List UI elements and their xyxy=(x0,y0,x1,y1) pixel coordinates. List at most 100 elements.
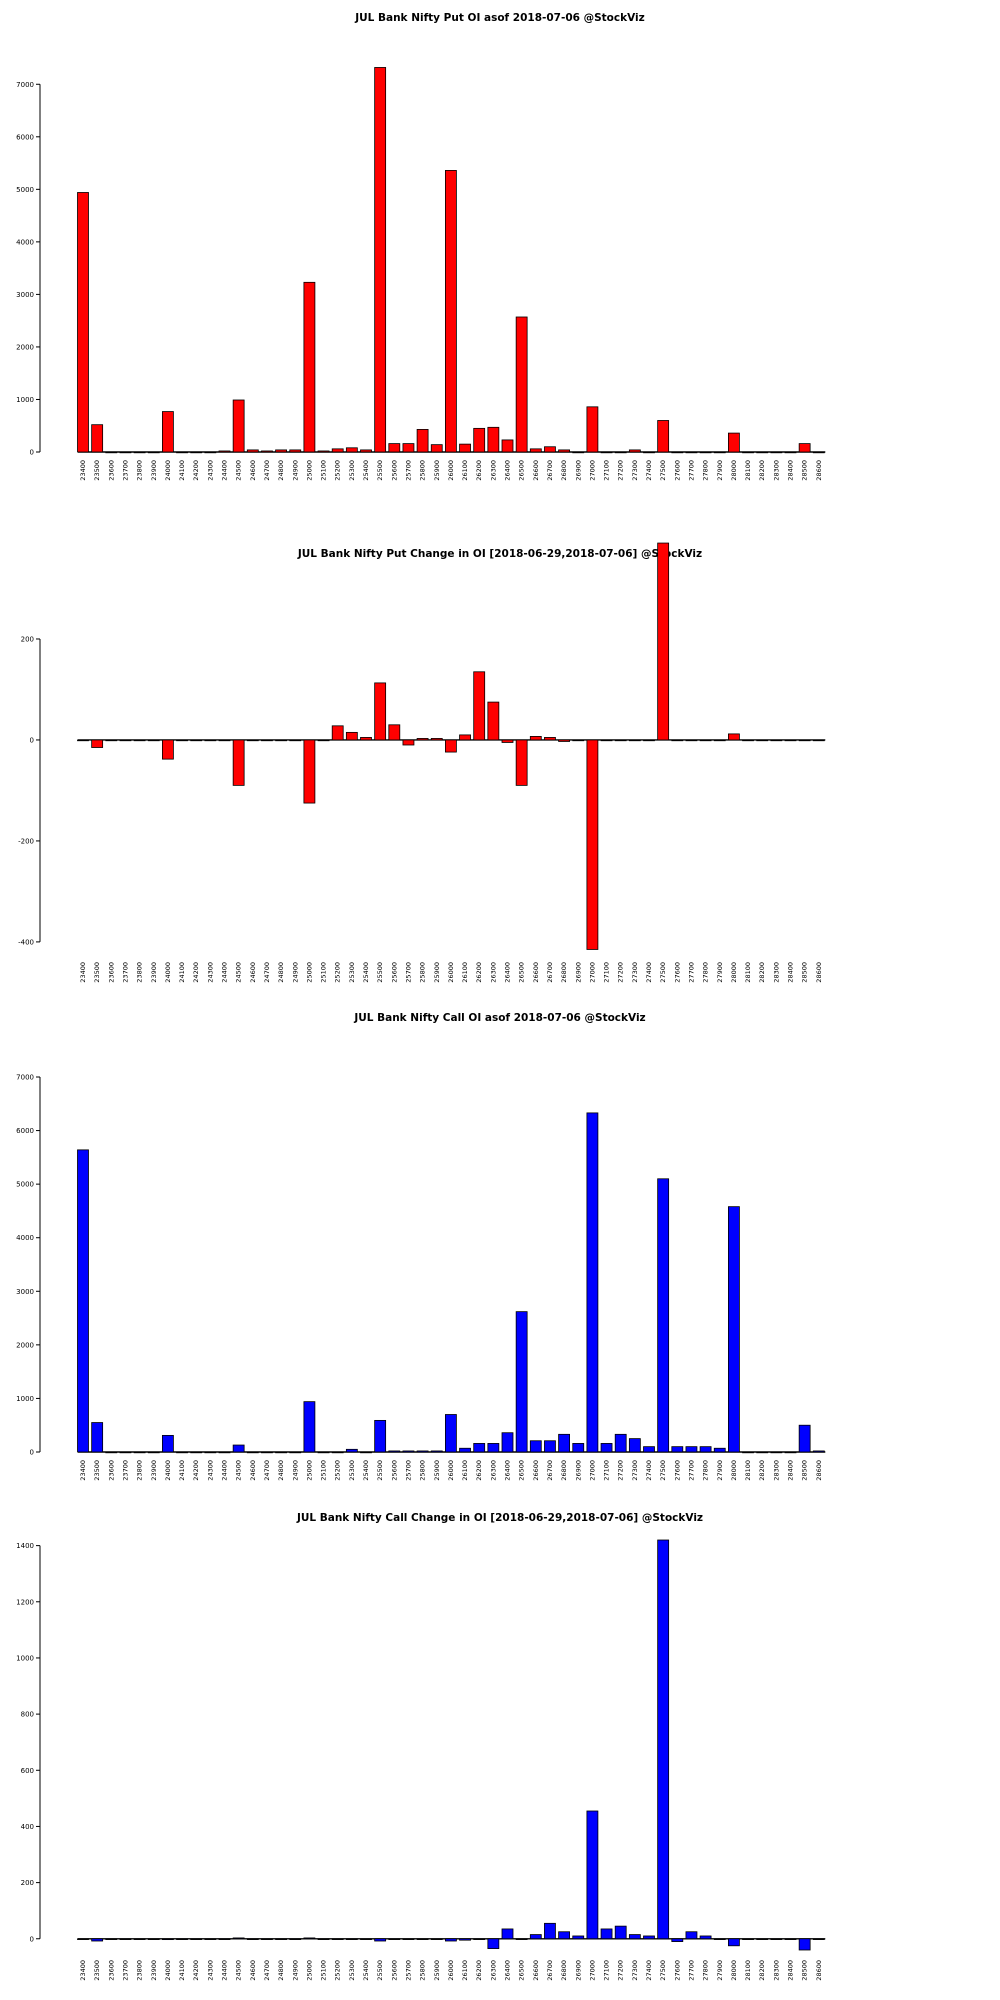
x-tick-label: 26700 xyxy=(546,460,554,481)
bar-25900 xyxy=(430,1938,443,1940)
bar-26300 xyxy=(487,1938,500,1949)
bar-26200 xyxy=(473,1938,486,1940)
x-tick-label: 23800 xyxy=(136,1460,144,1481)
x-tick-label: 28200 xyxy=(758,1460,766,1481)
x-tick-label: 25700 xyxy=(404,962,412,983)
bar-23600 xyxy=(105,451,118,454)
x-tick-label: 25300 xyxy=(348,460,356,481)
x-tick-label: 26600 xyxy=(532,1960,540,1981)
y-tick-label: 5000 xyxy=(16,186,34,194)
x-tick-label: 25200 xyxy=(334,1460,342,1481)
bar-24300 xyxy=(204,1938,217,1940)
bar-25300 xyxy=(345,447,358,453)
y-tick-label: 3000 xyxy=(16,291,34,299)
bar-25600 xyxy=(388,1450,401,1453)
bar-27400 xyxy=(643,1446,655,1453)
x-tick-label: 26500 xyxy=(518,962,526,983)
x-tick-label: 24900 xyxy=(291,460,299,481)
bar-25400 xyxy=(360,1938,372,1940)
x-tick-label: 23700 xyxy=(121,962,129,983)
x-tick-label: 25400 xyxy=(362,1960,370,1981)
x-tick-label: 23400 xyxy=(79,962,87,983)
x-tick-label: 26900 xyxy=(574,1460,582,1481)
bar-25200 xyxy=(331,1451,344,1454)
bar-26600 xyxy=(529,1934,542,1940)
y-tick-label: 6000 xyxy=(16,1127,34,1135)
bar-24900 xyxy=(289,1451,302,1454)
x-tick-label: 24500 xyxy=(235,1960,243,1981)
bar-27900 xyxy=(713,739,726,742)
x-tick-label: 25200 xyxy=(334,1960,342,1981)
bar-26600 xyxy=(529,1440,542,1453)
bar-25000 xyxy=(303,739,316,804)
bar-27800 xyxy=(699,1446,712,1453)
x-tick-label: 23600 xyxy=(107,1960,115,1981)
x-tick-label: 27200 xyxy=(617,1460,625,1481)
x-tick-label: 27800 xyxy=(702,1460,710,1481)
bar-28500 xyxy=(798,1424,811,1453)
x-tick-label: 28100 xyxy=(744,962,752,983)
bar-26900 xyxy=(572,1935,585,1940)
x-tick-label: 23600 xyxy=(107,962,115,983)
x-tick-label: 28600 xyxy=(815,1460,823,1481)
x-tick-label: 26300 xyxy=(489,460,497,481)
bar-26000 xyxy=(444,1414,457,1453)
x-tick-label: 24500 xyxy=(235,460,243,481)
y-tick-label: 1200 xyxy=(16,1598,34,1606)
x-tick-label: 27400 xyxy=(645,1960,653,1981)
bar-23700 xyxy=(119,1451,132,1454)
x-tick-label: 27900 xyxy=(716,460,724,481)
x-tick-label: 26600 xyxy=(532,460,540,481)
x-tick-label: 27200 xyxy=(617,962,625,983)
bar-26900 xyxy=(572,451,585,454)
x-tick-label: 25500 xyxy=(376,1960,384,1981)
bar-26600 xyxy=(529,736,542,741)
bar-25000 xyxy=(303,1937,316,1940)
bar-28500 xyxy=(798,1938,811,1951)
bar-23400 xyxy=(77,1938,89,1940)
bar-27500 xyxy=(657,542,670,741)
x-tick-label: 28000 xyxy=(730,1460,738,1481)
x-tick-label: 25000 xyxy=(305,460,313,481)
x-tick-label: 25200 xyxy=(334,962,342,983)
x-tick-label: 28600 xyxy=(815,1960,823,1981)
bar-24800 xyxy=(275,449,288,453)
x-tick-label: 26800 xyxy=(560,460,568,481)
x-tick-label: 24500 xyxy=(235,1460,243,1481)
x-tick-label: 26000 xyxy=(447,1460,455,1481)
bar-28600 xyxy=(812,451,825,454)
bar-24400 xyxy=(218,1451,231,1454)
bar-28200 xyxy=(756,1938,769,1940)
bar-26500 xyxy=(515,1311,528,1453)
bar-27400 xyxy=(643,451,655,454)
x-tick-label: 27700 xyxy=(687,1960,695,1981)
bar-27100 xyxy=(600,739,613,742)
x-tick-label: 27200 xyxy=(617,460,625,481)
bar-27700 xyxy=(685,1446,698,1453)
bar-24900 xyxy=(289,739,302,742)
bar-26400 xyxy=(501,1928,514,1940)
x-tick-label: 24200 xyxy=(192,962,200,983)
bar-25800 xyxy=(416,429,429,453)
x-tick-label: 28400 xyxy=(787,1460,795,1481)
chart-title: JUL Bank Nifty Put Change in OI [2018-06… xyxy=(297,548,702,560)
y-tick-label: 1400 xyxy=(16,1542,34,1550)
x-tick-label: 27100 xyxy=(603,460,611,481)
x-tick-label: 25100 xyxy=(320,1960,328,1981)
x-tick-label: 27400 xyxy=(645,460,653,481)
x-tick-label: 24100 xyxy=(178,460,186,481)
x-tick-label: 26200 xyxy=(475,1460,483,1481)
y-tick-label: 0 xyxy=(30,1449,34,1457)
bar-24900 xyxy=(289,1938,302,1940)
y-tick-label: 0 xyxy=(30,1935,34,1943)
bar-28300 xyxy=(770,451,783,454)
x-tick-label: 26000 xyxy=(447,1960,455,1981)
bar-28400 xyxy=(784,451,797,454)
x-tick-label: 25800 xyxy=(419,1960,427,1981)
x-tick-label: 25100 xyxy=(320,460,328,481)
bar-26100 xyxy=(459,734,471,741)
x-tick-label: 26000 xyxy=(447,962,455,983)
x-tick-label: 25700 xyxy=(404,1960,412,1981)
x-tick-label: 24300 xyxy=(206,1960,214,1981)
bar-26500 xyxy=(515,739,528,786)
